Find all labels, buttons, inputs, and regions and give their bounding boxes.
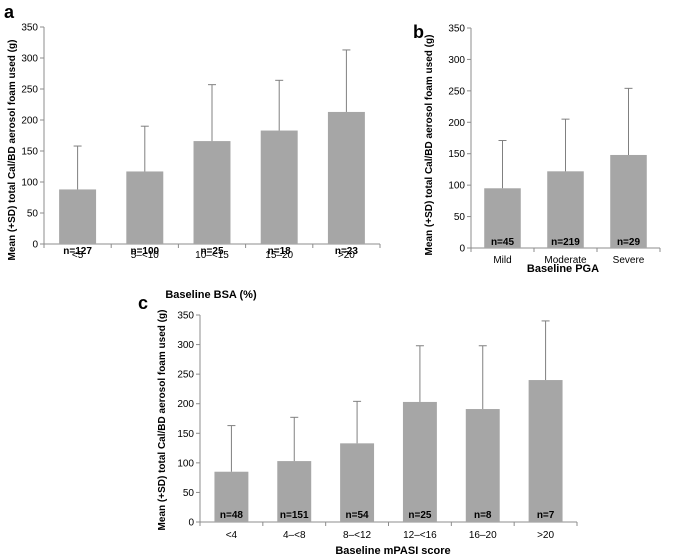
panel-b-bar	[610, 154, 647, 248]
panel-c-bar	[402, 401, 437, 522]
panel-a-category-label: <5	[72, 250, 84, 261]
panel-c-y-tick-label: 150	[177, 429, 194, 440]
panel-b-n-label: n=219	[551, 237, 580, 248]
panel-b-x-axis-label: Baseline PGA	[527, 263, 599, 275]
panel-a-category-label: 10–<15	[195, 250, 229, 261]
panel-b: b Mean (+SD) total Cal/BD aerosol foam u…	[413, 22, 661, 275]
panel-a-y-tick-label: 150	[21, 147, 38, 158]
panel-a-bar	[126, 171, 164, 244]
panel-c-category-label: >20	[537, 530, 554, 541]
panel-c-bar	[340, 443, 375, 522]
panel-a-y-tick-label: 0	[32, 240, 38, 251]
panel-b-y-axis-label: Mean (+SD) total Cal/BD aerosol foam use…	[424, 35, 435, 256]
panel-c-n-label: n=7	[537, 510, 555, 521]
panel-b-y-tick-label: 100	[448, 181, 465, 192]
panel-c-category-label: 16–20	[469, 530, 497, 541]
panel-b-bar	[547, 171, 584, 248]
panel-c-category-label: 4–<8	[283, 530, 306, 541]
panel-a-n-label: n=100	[130, 246, 159, 257]
panel-c-bar	[465, 409, 500, 522]
panel-c-y-axis-label: Mean (+SD) total Cal/BD aerosol foam use…	[157, 310, 168, 531]
panel-c-category-label: <4	[226, 530, 238, 541]
panel-b-y-tick-label: 350	[448, 24, 465, 35]
panel-a-n-label: n=23	[335, 246, 359, 257]
panel-b-category-label: Mild	[493, 255, 511, 266]
panel-c-bar	[277, 461, 312, 522]
panel-c-y-tick-label: 300	[177, 340, 194, 351]
panel-c-plot: 0 50 100 150 200 250 300 350 n=48 <4 n=151 4–<8 n=54…	[177, 311, 578, 541]
panel-b-plot: 0 50 100 150 200 250 300 350 n=45 Mild n=219 Modera…	[448, 24, 661, 266]
panel-b-category-label: Severe	[613, 255, 645, 266]
panel-c-n-label: n=25	[408, 510, 432, 521]
panel-a-n-label: n=25	[200, 246, 224, 257]
panel-b-y-tick-label: 150	[448, 149, 465, 160]
panel-c-category-label: 8–<12	[343, 530, 372, 541]
panel-b-y-tick-label: 250	[448, 86, 465, 97]
panel-c-x-axis-label: Baseline mPASI score	[335, 545, 450, 557]
panel-c-y-tick-label: 200	[177, 399, 194, 410]
panel-c-y-tick-label: 100	[177, 458, 194, 469]
panel-c-y-tick-label: 0	[188, 518, 194, 529]
panel-a-bar	[59, 189, 97, 244]
panel-c-y-tick-label: 250	[177, 370, 194, 381]
panel-b-y-tick-label: 50	[454, 212, 466, 223]
panel-b-bar	[484, 188, 521, 248]
panel-c-y-tick-label: 50	[183, 488, 195, 499]
panel-b-letter: b	[413, 22, 424, 42]
panel-a-y-tick-label: 50	[27, 209, 39, 220]
panel-c-n-label: n=54	[346, 510, 370, 521]
panel-a: a Mean (+SD) total Cal/BD aerosol foam u…	[4, 2, 381, 301]
panel-c-category-label: 12–<16	[403, 530, 437, 541]
panel-c-n-label: n=48	[220, 510, 244, 521]
panel-a-bar	[193, 141, 231, 244]
panel-a-y-axis-label: Mean (+SD) total Cal/BD aerosol foam use…	[7, 40, 18, 261]
panel-c-bar	[214, 471, 249, 522]
panel-a-category-label: >20	[338, 250, 355, 261]
panel-a-bar	[327, 111, 365, 244]
panel-c: c Mean (+SD) total Cal/BD aerosol foam u…	[138, 293, 578, 557]
panel-b-y-tick-label: 200	[448, 118, 465, 129]
panel-a-y-tick-label: 250	[21, 85, 38, 96]
panel-a-y-tick-label: 350	[21, 23, 38, 34]
panel-b-n-label: n=45	[491, 237, 515, 248]
panel-a-category-label: 15–20	[265, 250, 293, 261]
panel-a-category-label: 5–<10	[131, 250, 160, 261]
panel-b-n-label: n=29	[617, 237, 641, 248]
panel-c-letter: c	[138, 293, 148, 313]
panel-a-n-label: n=127	[63, 246, 92, 257]
panel-a-x-axis-label: Baseline BSA (%)	[165, 289, 257, 301]
panel-a-letter: a	[4, 2, 15, 22]
panel-a-y-tick-label: 200	[21, 116, 38, 127]
panel-c-y-tick-label: 350	[177, 311, 194, 322]
panel-c-bar	[528, 380, 563, 522]
panel-a-n-label: n=18	[268, 246, 292, 257]
panel-c-n-label: n=8	[474, 510, 492, 521]
panel-b-category-label: Moderate	[544, 255, 587, 266]
panel-a-y-tick-label: 300	[21, 54, 38, 65]
panel-a-y-tick-label: 100	[21, 178, 38, 189]
panel-b-y-tick-label: 300	[448, 55, 465, 66]
panel-b-y-tick-label: 0	[459, 244, 465, 255]
panel-a-bar	[260, 130, 298, 244]
panel-c-n-label: n=151	[280, 510, 309, 521]
